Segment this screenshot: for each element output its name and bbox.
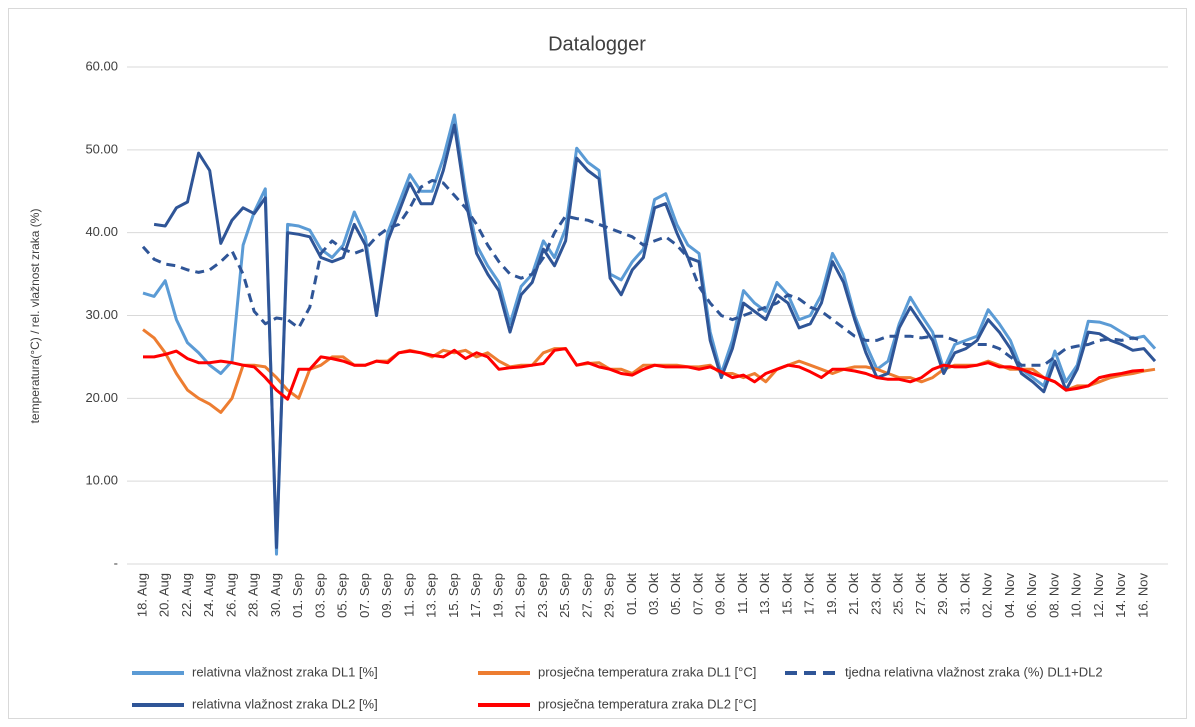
x-tick-label: 15. Okt	[779, 573, 794, 615]
legend-label: relativna vlažnost zraka DL1 [%]	[192, 664, 378, 679]
y-tick-label: 50.00	[85, 141, 118, 156]
x-tick-label: 27. Okt	[913, 573, 928, 615]
x-tick-label: 21. Sep	[513, 573, 528, 618]
series-line	[142, 113, 1157, 556]
x-tick-label: 17. Okt	[802, 573, 817, 615]
x-tick-label: 07. Sep	[357, 573, 372, 618]
y-tick-label: 60.00	[85, 58, 118, 73]
x-tick-label: 05. Sep	[335, 573, 350, 618]
x-tick-label: 08. Nov	[1046, 573, 1061, 618]
legend-label: prosječna temperatura zraka DL2 [°C]	[538, 696, 756, 711]
x-tick-label: 18. Aug	[134, 573, 149, 617]
x-tick-label: 01. Okt	[624, 573, 639, 615]
x-tick-label: 17. Sep	[468, 573, 483, 618]
y-tick-label: -	[114, 555, 118, 570]
y-tick-label: 40.00	[85, 224, 118, 239]
x-tick-label: 03. Sep	[312, 573, 327, 618]
y-axis-label: temperatura(°C) / rel. vlažnost zraka (%…	[28, 209, 42, 424]
x-tick-label: 29. Okt	[935, 573, 950, 615]
x-tick-label: 11. Sep	[401, 573, 416, 617]
x-tick-label: 16. Nov	[1135, 573, 1150, 618]
x-tick-label: 25. Sep	[557, 573, 572, 618]
x-tick-label: 11. Okt	[735, 573, 750, 614]
series-line	[141, 179, 1145, 367]
x-tick-label: 19. Sep	[490, 573, 505, 618]
x-tick-label: 29. Sep	[602, 573, 617, 618]
x-tick-label: 30. Aug	[268, 573, 283, 617]
chart-title: Datalogger	[548, 33, 646, 55]
x-tick-label: 09. Sep	[379, 573, 394, 618]
legend-label: prosječna temperatura zraka DL1 [°C]	[538, 664, 756, 679]
x-tick-label: 23. Sep	[535, 573, 550, 618]
x-tick-label: 07. Okt	[690, 573, 705, 615]
x-tick-label: 01. Sep	[290, 573, 305, 618]
y-tick-label: 10.00	[85, 473, 118, 488]
y-tick-label: 30.00	[85, 307, 118, 322]
x-tick-label: 03. Okt	[646, 573, 661, 615]
x-tick-label: 05. Okt	[668, 573, 683, 615]
series-line	[143, 347, 1145, 401]
x-tick-label: 24. Aug	[201, 573, 216, 617]
x-tick-label: 13. Okt	[757, 573, 772, 615]
x-tick-label: 19. Okt	[824, 573, 839, 615]
x-tick-label: 14. Nov	[1113, 573, 1128, 618]
y-tick-label: 20.00	[85, 390, 118, 405]
x-tick-label: 26. Aug	[223, 573, 238, 617]
legend-label: relativna vlažnost zraka DL2 [%]	[192, 696, 378, 711]
x-tick-label: 10. Nov	[1069, 573, 1084, 618]
x-tick-label: 27. Sep	[579, 573, 594, 618]
x-tick-label: 09. Okt	[713, 573, 728, 615]
x-tick-label: 31. Okt	[957, 573, 972, 615]
x-tick-label: 13. Sep	[424, 573, 439, 618]
series-line	[153, 123, 1157, 549]
x-tick-label: 04. Nov	[1002, 573, 1017, 618]
x-tick-label: 25. Okt	[891, 573, 906, 615]
x-tick-label: 15. Sep	[446, 573, 461, 618]
x-tick-label: 02. Nov	[980, 573, 995, 618]
x-tick-label: 28. Aug	[246, 573, 261, 617]
x-tick-label: 21. Okt	[846, 573, 861, 615]
x-tick-label: 20. Aug	[157, 573, 172, 617]
legend-label: tjedna relativna vlažnost zraka (%) DL1+…	[845, 664, 1103, 679]
x-tick-label: 06. Nov	[1024, 573, 1039, 618]
x-tick-label: 23. Okt	[868, 573, 883, 615]
x-tick-label: 22. Aug	[179, 573, 194, 617]
x-tick-label: 12. Nov	[1091, 573, 1106, 618]
